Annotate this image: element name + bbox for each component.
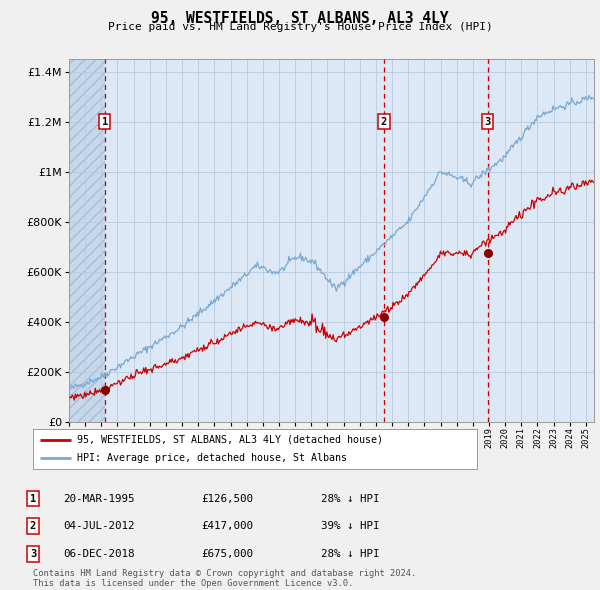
Text: 95, WESTFIELDS, ST ALBANS, AL3 4LY: 95, WESTFIELDS, ST ALBANS, AL3 4LY xyxy=(151,11,449,25)
Text: £675,000: £675,000 xyxy=(201,549,253,559)
Text: 28% ↓ HPI: 28% ↓ HPI xyxy=(321,494,380,503)
Text: 28% ↓ HPI: 28% ↓ HPI xyxy=(321,549,380,559)
Text: 06-DEC-2018: 06-DEC-2018 xyxy=(63,549,134,559)
Text: 20-MAR-1995: 20-MAR-1995 xyxy=(63,494,134,503)
Text: £417,000: £417,000 xyxy=(201,522,253,531)
Text: HPI: Average price, detached house, St Albans: HPI: Average price, detached house, St A… xyxy=(77,453,347,463)
Text: This data is licensed under the Open Government Licence v3.0.: This data is licensed under the Open Gov… xyxy=(33,579,353,588)
Text: 3: 3 xyxy=(30,549,36,559)
Text: £126,500: £126,500 xyxy=(201,494,253,503)
Text: 39% ↓ HPI: 39% ↓ HPI xyxy=(321,522,380,531)
Text: Contains HM Land Registry data © Crown copyright and database right 2024.: Contains HM Land Registry data © Crown c… xyxy=(33,569,416,578)
Text: 1: 1 xyxy=(30,494,36,503)
Bar xyxy=(69,59,104,422)
Text: 04-JUL-2012: 04-JUL-2012 xyxy=(63,522,134,531)
Text: 95, WESTFIELDS, ST ALBANS, AL3 4LY (detached house): 95, WESTFIELDS, ST ALBANS, AL3 4LY (deta… xyxy=(77,435,383,445)
Text: Price paid vs. HM Land Registry's House Price Index (HPI): Price paid vs. HM Land Registry's House … xyxy=(107,22,493,32)
Text: 2: 2 xyxy=(30,522,36,531)
Text: 2: 2 xyxy=(381,117,387,127)
Text: 3: 3 xyxy=(485,117,491,127)
Text: 1: 1 xyxy=(101,117,108,127)
